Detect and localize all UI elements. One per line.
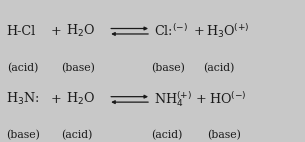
Text: (acid): (acid) [203,63,234,73]
Text: H$_3$O$^{(+)}$: H$_3$O$^{(+)}$ [206,22,249,40]
Text: (base): (base) [151,63,185,73]
Text: H$_2$O: H$_2$O [66,91,95,107]
Text: (base): (base) [61,63,95,73]
Text: (base): (base) [6,130,40,140]
Text: (base): (base) [207,130,241,140]
Text: H$_3$N:: H$_3$N: [6,91,40,107]
Text: HO$^{(-)}$: HO$^{(-)}$ [209,91,246,107]
Text: NH$_4^{(+)}$: NH$_4^{(+)}$ [154,90,192,109]
Text: (acid): (acid) [61,130,92,140]
Text: (acid): (acid) [8,63,39,73]
Text: H-Cl: H-Cl [6,25,35,38]
Text: (acid): (acid) [151,130,182,140]
Text: H$_2$O: H$_2$O [66,23,95,39]
Text: +: + [50,25,61,38]
Text: +: + [50,93,61,106]
Text: Cl:$^{(-)}$: Cl:$^{(-)}$ [154,23,188,39]
Text: +: + [196,93,207,106]
Text: +: + [194,25,204,38]
